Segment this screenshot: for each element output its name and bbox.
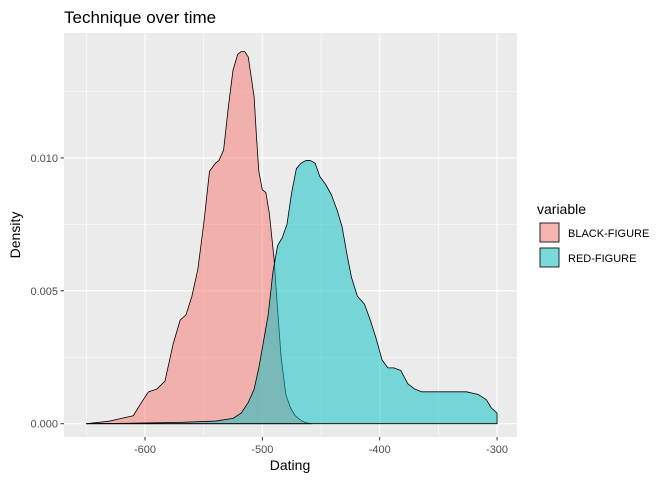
red-figure-density-area xyxy=(85,160,498,425)
x-tick-label: -500 xyxy=(251,444,273,456)
y-tick-label: 0.010 xyxy=(30,153,58,165)
legend-title: variable xyxy=(537,201,586,217)
x-tick-label: -300 xyxy=(486,444,508,456)
legend-key-swatch xyxy=(539,222,560,243)
chart-title: Technique over time xyxy=(64,8,216,27)
legend-label: BLACK-FIGURE xyxy=(568,228,649,240)
y-axis-title: Density xyxy=(7,212,23,259)
x-tick-label: -400 xyxy=(369,444,391,456)
density-areas xyxy=(85,51,498,425)
x-tick-label: -600 xyxy=(134,444,156,456)
x-axis-title: Dating xyxy=(270,457,310,473)
legend-label: RED-FIGURE xyxy=(568,253,636,265)
axes: -600 -500 -400 -300 0.000 0.005 0.010 xyxy=(30,153,508,456)
y-tick-label: 0.000 xyxy=(30,419,58,431)
legend-key-swatch xyxy=(539,247,560,268)
y-tick-label: 0.005 xyxy=(30,286,58,298)
legend: variable BLACK-FIGURE RED-FIGURE xyxy=(537,201,649,268)
